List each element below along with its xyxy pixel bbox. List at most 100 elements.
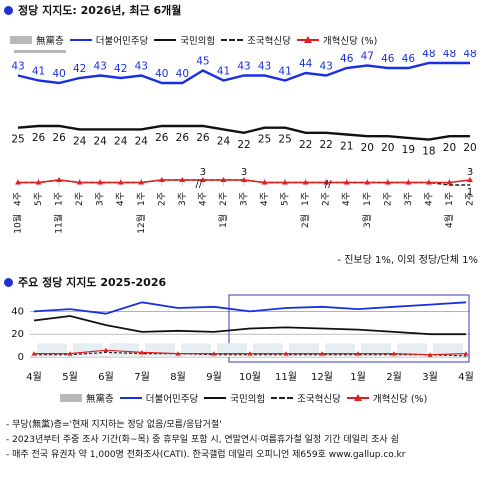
dem-data-label: 46 (340, 53, 354, 65)
series-line-ppp (17, 124, 470, 141)
x-month-label: 12월 (135, 214, 147, 234)
reform-data-label: 3 (241, 167, 247, 178)
dem-data-label: 48 (463, 50, 476, 60)
top-section-title: 정당 지지도: 2026년, 최근 6개월 (4, 2, 181, 18)
x-tick-label: 4주 (423, 192, 434, 206)
footnotes: - 무당(無黨)층='현재 지지하는 정당 없음/모름/응답거절' - 2023… (6, 418, 405, 463)
x-tick-label: 4주 (13, 192, 24, 206)
reform-point-mark (467, 177, 473, 182)
dem-data-label: 41 (217, 66, 230, 78)
dem-data-label: 41 (32, 66, 45, 78)
reform-point-mark (241, 177, 247, 182)
none-swatch-icon (10, 36, 32, 44)
ppp-data-label: 26 (52, 132, 66, 144)
legend-none-2: 無黨층 (60, 391, 114, 405)
reform-point-mark (384, 179, 391, 185)
month-tick-label: 12월 (311, 371, 333, 383)
reform-point-mark (425, 179, 432, 185)
ppp-data-label: 24 (93, 135, 107, 147)
footnote-1: - 무당(無黨)층='현재 지지하는 정당 없음/모름/응답거절' (6, 420, 222, 430)
x-tick-label: 3주 (403, 192, 414, 206)
ppp-data-label: 18 (422, 146, 435, 158)
ppp-data-label: 26 (196, 132, 210, 144)
ppp-data-label: 25 (258, 134, 271, 146)
legend-rebuild-label-2: 조국혁신당 (297, 394, 341, 405)
bottom-reform-point-mark (283, 351, 289, 356)
reform-point-mark (261, 179, 268, 185)
x-month-label: 4월 (443, 214, 455, 228)
month-tick-label: 2월 (386, 371, 402, 383)
dem-data-label: 46 (402, 53, 416, 65)
side-note: - 진보당 1%, 이외 정당/단체 1% (337, 255, 478, 266)
x-tick-label: 2주 (465, 192, 476, 206)
dem-data-label: 46 (381, 53, 395, 65)
bottom-reform-point-mark (319, 351, 325, 356)
none-area-mark (253, 343, 283, 357)
reform-data-label: 3 (467, 167, 473, 178)
dem-data-label: 48 (422, 50, 435, 60)
dem-data-label: 48 (443, 50, 456, 60)
dem-data-label: 40 (176, 68, 189, 80)
legend-ppp-label: 국민의힘 (180, 36, 216, 47)
month-tick-label: 1월 (350, 371, 366, 383)
reform-point-mark (56, 177, 63, 182)
legend-none-label: 無黨층 (36, 36, 64, 47)
bottom-series-line-ppp (33, 315, 466, 336)
dem-data-label: 41 (278, 66, 291, 78)
legend-rebuild: 조국혁신당 (221, 33, 291, 47)
x-tick-label: 2주 (218, 192, 229, 206)
bottom-reform-point-mark (211, 351, 217, 356)
x-tick-label: 2주 (74, 192, 85, 206)
ppp-data-label: 22 (299, 139, 312, 151)
legend-reform: 개혁신당 (%) (296, 33, 377, 47)
x-tick-label: 2주 (156, 192, 167, 206)
ppp-data-label: 24 (114, 135, 128, 147)
x-tick-label: 2주 (382, 192, 393, 206)
reform-point-mark (179, 177, 186, 182)
legend-ppp-2: 국민의힘 (204, 391, 265, 405)
dem-data-label: 43 (237, 61, 250, 73)
ppp-data-label: 26 (32, 132, 46, 144)
dem-data-label: 43 (319, 61, 332, 73)
legend-reform-2: 개혁신당 (%) (346, 391, 427, 405)
legend-dem-label-2: 더불어민주당 (145, 394, 199, 405)
ppp-data-label: 24 (135, 135, 149, 147)
ppp-data-label: 24 (217, 135, 231, 147)
month-tick-label: 10월 (239, 371, 261, 383)
reform-point-mark (302, 179, 309, 185)
dem-data-label: 42 (114, 63, 127, 75)
none-band-mark (14, 50, 66, 53)
dem-data-label: 47 (361, 51, 374, 63)
reform-point-mark (323, 179, 330, 185)
top-chart: 43 41 40 42 43 42 43 40 40 45 41 43 43 41 44 43 46 47 46 46… (11, 50, 477, 234)
none-area-mark (73, 343, 103, 357)
reform-point-mark (364, 179, 371, 185)
ppp-line-icon (154, 39, 177, 41)
ppp-data-label: 22 (237, 139, 250, 151)
series-line-dem (17, 61, 470, 85)
bottom-series-line-dem (33, 301, 467, 315)
rebuild-data-label: 1 (467, 187, 473, 198)
month-tick-label: 11월 (275, 371, 297, 383)
legend-none: 無黨층 (10, 33, 64, 47)
y-tick-label: 20 (11, 329, 24, 340)
x-tick-label: 4주 (115, 192, 126, 206)
x-tick-label: 5주 (280, 192, 291, 206)
x-tick-label: 1주 (136, 192, 147, 206)
bottom-reform-point-mark (103, 347, 109, 353)
x-tick-label: 1주 (362, 192, 373, 206)
y-tick-label: 0 (18, 352, 24, 363)
month-tick-label: 8월 (170, 371, 186, 383)
none-area-mark (145, 343, 175, 357)
dem-data-label: 43 (135, 61, 148, 73)
month-tick-label: 4월 (26, 371, 42, 383)
bottom-reform-point-mark (427, 352, 433, 357)
reform-point-mark (282, 179, 289, 185)
dem-data-label: 43 (93, 61, 106, 73)
dem-data-label: 43 (11, 61, 24, 73)
bottom-reform-point-mark (391, 351, 397, 356)
x-tick-label: 3주 (239, 192, 250, 206)
x-month-label: 2월 (299, 214, 311, 228)
dem-data-label: 45 (196, 56, 209, 68)
